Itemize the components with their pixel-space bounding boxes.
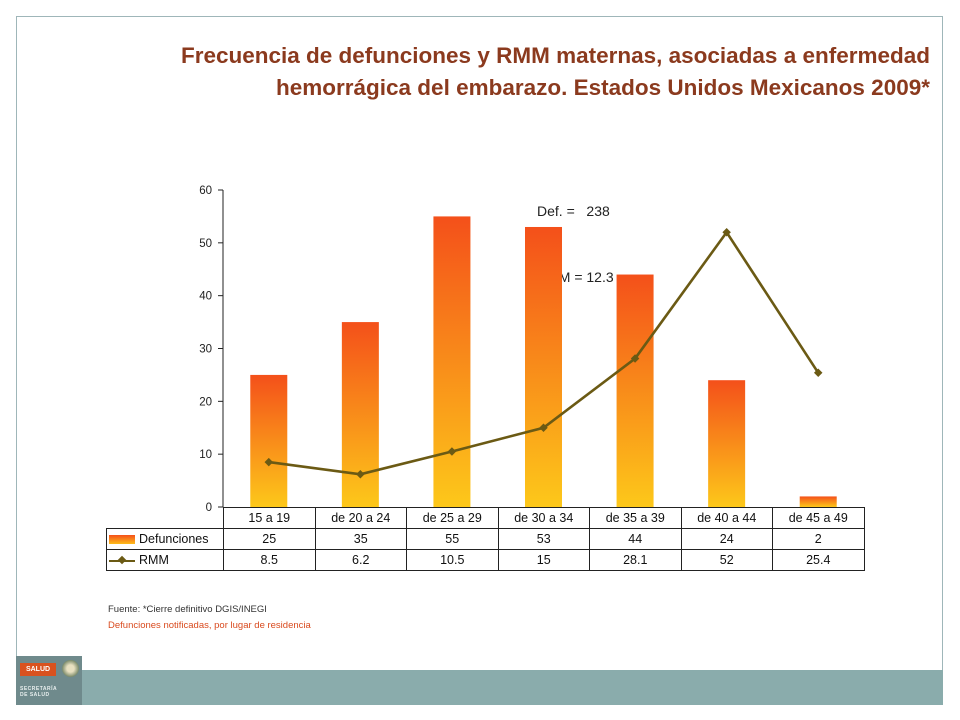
rmm-value: 8.5 [223,549,316,571]
point-rmm [630,354,640,363]
rmm-value: 52 [680,549,773,571]
line-series [264,228,823,479]
bar-defunciones [250,374,288,507]
bar-defunciones [525,226,562,507]
defunciones-value: 55 [406,528,499,550]
source-note: Fuente: *Cierre definitivo DGIS/INEGI [108,604,267,615]
defunciones-value: 2 [772,528,865,550]
summary-def: Def. = 238 [537,203,610,219]
y-tick-label: 40 [199,291,212,303]
category-label: de 35 a 39 [589,507,682,529]
slide-frame [16,16,943,705]
national-emblem-icon [62,660,79,677]
category-label: de 40 a 44 [680,507,773,529]
data-table-header-row: 15 a 19 de 20 a 24 de 25 a 29 de 30 a 34… [107,507,865,529]
point-rmm [447,447,457,456]
bar-series [250,216,837,507]
legend-bar-swatch [109,535,135,545]
point-rmm [539,423,548,432]
rmm-value: 6.2 [314,549,407,571]
bar-defunciones [708,380,746,507]
y-tick-label: 0 [206,502,212,514]
rmm-value: 25.4 [772,549,865,571]
y-tick-label: 60 [199,185,212,197]
y-tick-label: 50 [199,238,212,250]
summary-box: Def. = 238 RMM = 12.3 [537,156,614,310]
y-axis: 0 10 20 30 40 50 60 [199,185,224,514]
category-label: de 30 a 34 [497,507,590,529]
salud-logo: SALUD SECRETARÍA DE SALUD [16,656,82,705]
chart-title-line-2: hemorrágica del embarazo. Estados Unidos… [276,75,930,100]
chart-title-line-1: Frecuencia de defunciones y RMM maternas… [180,43,930,68]
legend-rmm-label: RMM [139,553,169,567]
rmm-value: 28.1 [589,549,682,571]
defunciones-value: 25 [223,528,316,550]
salud-logo-text: SECRETARÍA DE SALUD [20,686,58,698]
point-rmm [813,368,823,378]
defunciones-value: 53 [497,528,590,550]
data-table: 15 a 19 de 20 a 24 de 25 a 29 de 30 a 34… [106,507,865,571]
chart-title: Frecuencia de defunciones y RMM maternas… [40,40,930,104]
y-tick-label: 20 [199,396,212,408]
bar-defunciones [799,496,837,507]
category-label: 15 a 19 [223,507,316,529]
legend-rmm: RMM [106,549,224,571]
legend-defunciones-label: Defunciones [139,532,209,546]
category-label: de 20 a 24 [314,507,407,529]
data-table-corner [107,508,224,529]
legend-line-swatch [109,556,135,565]
defunciones-value: 24 [680,528,773,550]
salud-logo-label: SALUD [20,663,56,676]
data-table-row-rmm: RMM 8.5 6.2 10.5 15 28.1 52 25.4 [106,549,865,571]
footer-bar [82,670,943,705]
y-tick-label: 30 [199,344,212,356]
bar-defunciones [341,322,379,507]
category-label: de 45 a 49 [772,507,865,529]
point-rmm [356,470,365,479]
rmm-value: 15 [497,549,590,571]
bar-defunciones [616,274,654,507]
rmm-value: 10.5 [406,549,499,571]
data-table-row-defunciones: Defunciones 25 35 55 53 44 24 2 [106,528,865,550]
bar-defunciones [433,216,471,507]
defunciones-value: 44 [589,528,682,550]
point-rmm [264,457,274,467]
y-tick-label: 10 [199,449,212,461]
legend-defunciones: Defunciones [106,528,224,550]
category-label: de 25 a 29 [406,507,499,529]
defunciones-value: 35 [314,528,407,550]
residence-note: Defunciones notificadas, por lugar de re… [108,620,311,631]
